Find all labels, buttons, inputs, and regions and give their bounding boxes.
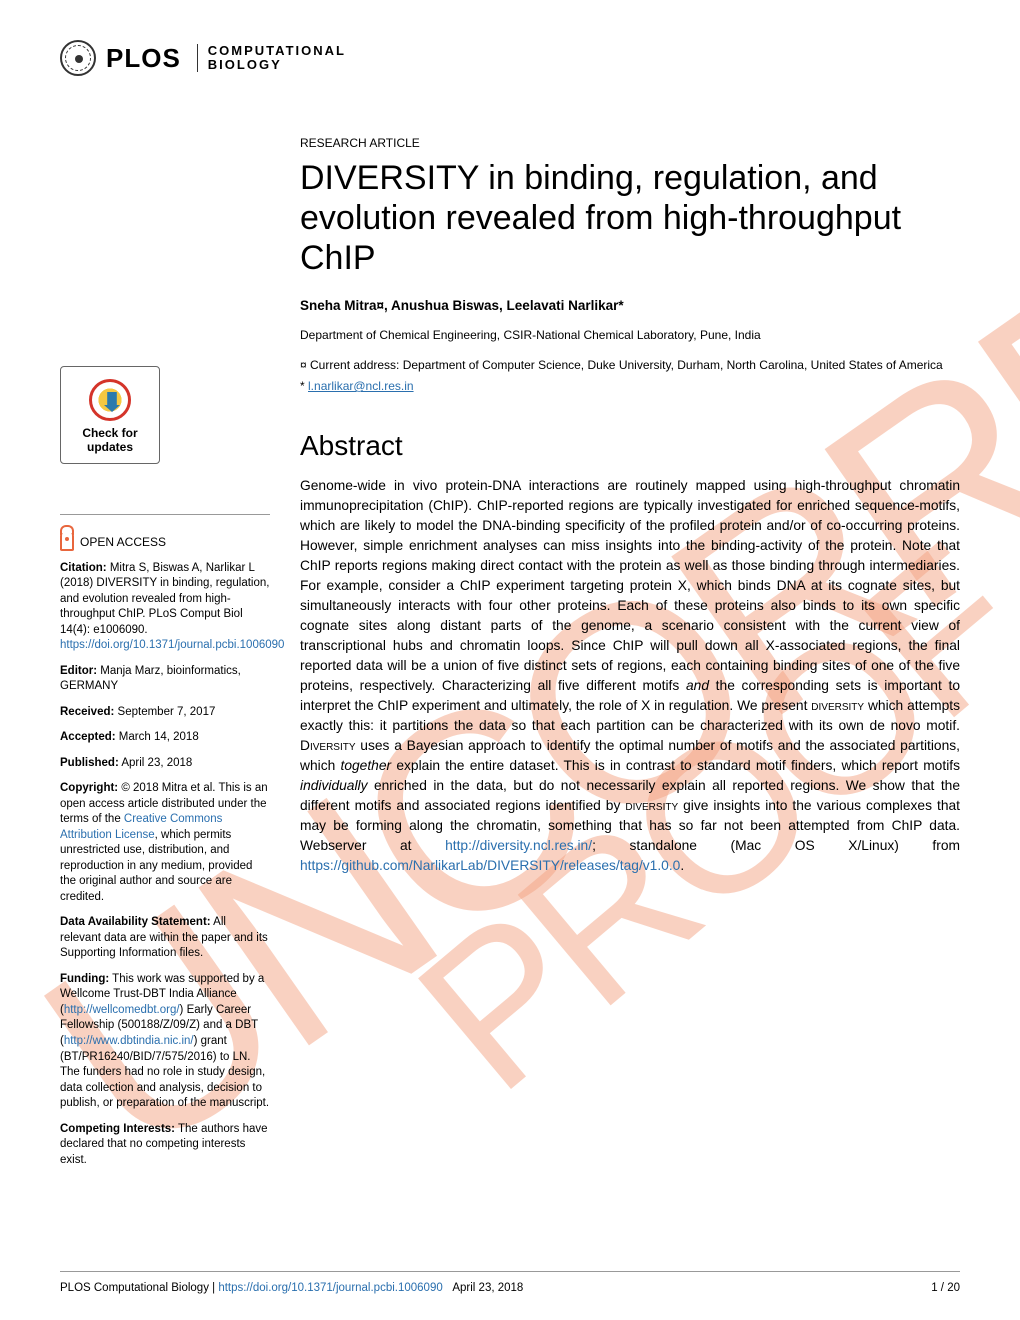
journal-name: PLOS (106, 43, 181, 74)
check-updates-badge[interactable]: Check for updates (60, 366, 160, 464)
corresponding: * l.narlikar@ncl.res.in (300, 378, 960, 395)
journal-sub1: COMPUTATIONAL (208, 44, 346, 58)
authors: Sneha Mitra¤, Anushua Biswas, Leelavati … (300, 298, 960, 313)
editor-line: Editor: Manja Marz, bioinformatics, GERM… (60, 664, 270, 695)
abstract-heading: Abstract (300, 430, 960, 462)
page-footer: PLOS Computational Biology | https://doi… (60, 1271, 960, 1294)
github-link[interactable]: https://github.com/NarlikarLab/DIVERSITY… (300, 858, 680, 873)
published-line: Published: April 23, 2018 (60, 756, 270, 772)
page-number: 1 / 20 (931, 1282, 960, 1294)
open-access-icon (60, 533, 74, 551)
abstract-text: Genome-wide in vivo protein-DNA interact… (300, 476, 960, 876)
article-type: RESEARCH ARTICLE (300, 136, 960, 150)
plos-logo-icon (60, 40, 96, 76)
main-content: RESEARCH ARTICLE DIVERSITY in binding, r… (300, 136, 960, 1178)
article-title: DIVERSITY in binding, regulation, and ev… (300, 158, 960, 278)
footer-date: April 23, 2018 (452, 1282, 523, 1294)
sidebar-divider (60, 514, 270, 515)
open-access-label: OPEN ACCESS (80, 534, 166, 550)
received-line: Received: September 7, 2017 (60, 705, 270, 721)
affiliation: Department of Chemical Engineering, CSIR… (300, 327, 960, 344)
funding-link2[interactable]: http://www.dbtindia.nic.in/ (64, 1035, 194, 1047)
copyright-line: Copyright: © 2018 Mitra et al. This is a… (60, 781, 270, 905)
check-line1: Check for (82, 426, 137, 440)
data-availability-line: Data Availability Statement: All relevan… (60, 915, 270, 962)
current-address: ¤ Current address: Department of Compute… (300, 357, 960, 374)
competing-line: Competing Interests: The authors have de… (60, 1122, 270, 1169)
funding-line: Funding: This work was supported by a We… (60, 972, 270, 1112)
corresponding-email-link[interactable]: l.narlikar@ncl.res.in (308, 379, 414, 393)
check-line2: updates (87, 440, 133, 454)
footer-journal: PLOS Computational Biology | (60, 1282, 218, 1294)
funding-link1[interactable]: http://wellcomedbt.org/ (64, 1004, 180, 1016)
journal-header: PLOS COMPUTATIONAL BIOLOGY (60, 40, 960, 76)
footer-doi-link[interactable]: https://doi.org/10.1371/journal.pcbi.100… (218, 1282, 442, 1294)
sidebar: Check for updates OPEN ACCESS Citation: … (60, 136, 270, 1178)
citation-doi-link[interactable]: https://doi.org/10.1371/journal.pcbi.100… (60, 639, 284, 651)
open-access-badge: OPEN ACCESS (60, 533, 270, 551)
accepted-line: Accepted: March 14, 2018 (60, 730, 270, 746)
webserver-link[interactable]: http://diversity.ncl.res.in/ (445, 838, 592, 853)
journal-sub2: BIOLOGY (208, 58, 346, 72)
check-updates-icon (89, 379, 131, 421)
citation: Citation: Mitra S, Biswas A, Narlikar L … (60, 561, 270, 654)
